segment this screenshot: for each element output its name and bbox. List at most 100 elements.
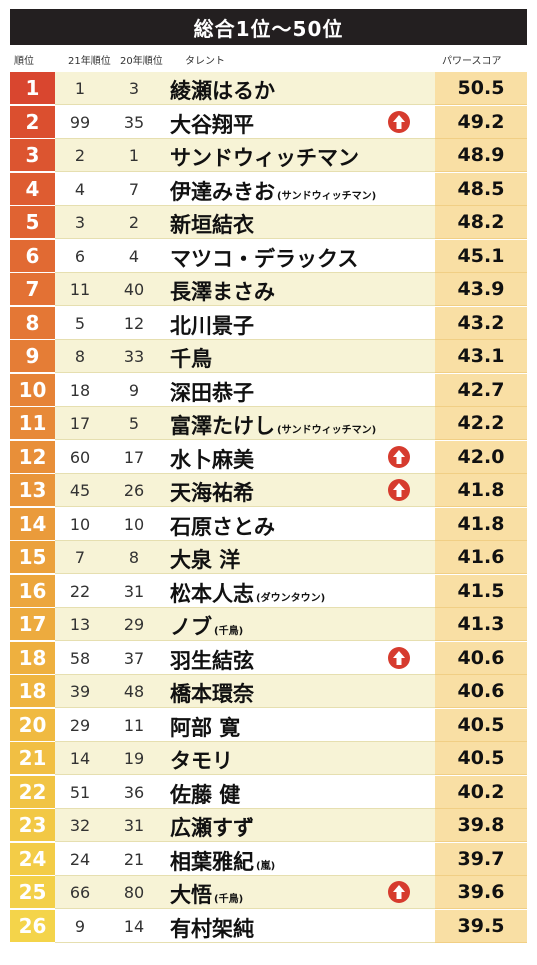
rank-cell: 13 [10,474,55,506]
talent-name-group: 松本人志 (ダウンタウン) [170,578,325,608]
talent-name-group: 大泉 洋 [170,544,240,574]
talent-name: 新垣結衣 [170,213,254,237]
rank-2021: 39 [69,682,91,701]
talent-cell: 58 37 羽生結弦 [55,641,435,675]
header-power-score: パワースコア [442,56,502,67]
talent-name-group: 水卜麻美 [170,444,254,474]
talent-cell: 18 9 深田恭子 [55,373,435,407]
rank-2021: 22 [69,581,91,601]
power-score: 41.8 [435,507,527,541]
power-score: 41.6 [435,541,527,574]
power-score: 39.5 [435,909,527,943]
rank-2021: 3 [74,213,86,232]
power-score: 40.2 [435,775,527,809]
rank-2020: 35 [123,112,145,132]
rank-cell: 15 [10,541,55,573]
talent-name: 広瀬すず [170,816,254,840]
rank-up-arrow-icon [388,881,410,903]
table-row: 5 3 2 新垣結衣 48.2 [10,206,527,239]
rank-cell: 10 [10,373,55,406]
power-score: 49.2 [435,105,527,139]
talent-name-group: ノブ (千鳥) [170,611,243,641]
talent-name: 伊達みきお [170,179,275,204]
table-row: 20 29 11 阿部 寛 40.5 [10,708,527,742]
rank-2020: 7 [128,179,140,199]
talent-name-group: 佐藤 健 [170,779,240,809]
rank-2020: 14 [123,916,145,936]
table-title: 総合1位～50位 [10,9,527,45]
power-score: 42.7 [435,373,527,407]
talent-cell: 4 7 伊達みきお (サンドウィッチマン) [55,172,435,206]
rank-2020: 31 [123,816,145,835]
talent-cell: 13 29 ノブ (千鳥) [55,608,435,641]
talent-name-group: 長澤まさみ [170,276,275,306]
talent-name-group: 伊達みきお (サンドウィッチマン) [170,176,376,206]
table-row: 12 60 17 水卜麻美 42.0 [10,440,527,474]
talent-cell: 9 14 有村架純 [55,909,435,943]
rank-up-arrow-icon [388,646,410,669]
rank-2021: 7 [74,548,86,567]
rank-2020: 3 [128,79,140,98]
rank-2021: 1 [74,79,86,98]
rank-2021: 14 [69,749,91,768]
power-score: 48.9 [435,139,527,172]
talent-cell: 39 48 橋本環奈 [55,675,435,708]
talent-note: (ダウンタウン) [256,592,326,604]
rank-cell: 22 [10,775,55,808]
table-row: 26 9 14 有村架純 39.5 [10,909,527,943]
table-row: 1 1 3 綾瀬はるか 50.5 [10,72,527,105]
talent-name: 相葉雅紀 [170,849,254,874]
talent-name-group: 千鳥 [170,343,212,373]
talent-name: 大谷翔平 [170,112,254,137]
talent-cell: 10 10 石原さとみ [55,507,435,541]
talent-name: 大泉 洋 [170,548,241,572]
talent-name-group: 新垣結衣 [170,209,254,239]
talent-name: 富澤たけし [170,414,275,438]
table-row: 10 18 9 深田恭子 42.7 [10,373,527,407]
rank-2020: 29 [123,615,145,634]
talent-name-group: 石原さとみ [170,511,275,541]
rank-cell: 7 [10,273,55,305]
talent-cell: 6 4 マツコ・デラックス [55,239,435,273]
table-row: 3 2 1 サンドウィッチマン 48.9 [10,139,527,172]
rank-2021: 6 [74,246,86,266]
talent-cell: 1 3 綾瀬はるか [55,72,435,105]
talent-name: 天海祐希 [170,481,254,505]
rank-2021: 9 [74,916,86,936]
table-row: 11 17 5 富澤たけし (サンドウィッチマン) 42.2 [10,407,527,440]
rank-cell: 17 [10,608,55,640]
talent-note: (千鳥) [214,894,244,905]
talent-name: 大悟 [170,883,212,907]
table-row: 9 8 33 千鳥 43.1 [10,340,527,373]
talent-cell: 99 35 大谷翔平 [55,105,435,139]
rank-cell: 23 [10,809,55,841]
rank-cell: 4 [10,172,55,205]
talent-name-group: 阿部 寛 [170,712,240,742]
rank-cell: 3 [10,139,55,171]
talent-name: 綾瀬はるか [170,79,275,103]
rank-2020: 1 [128,146,140,165]
talent-cell: 3 2 新垣結衣 [55,206,435,239]
talent-name: サンドウィッチマン [170,146,359,170]
power-score: 50.5 [435,72,527,105]
rank-cell: 21 [10,742,55,774]
talent-cell: 17 5 富澤たけし (サンドウィッチマン) [55,407,435,440]
rank-2020: 12 [123,313,145,333]
power-score: 39.7 [435,842,527,876]
table-row: 25 66 80 大悟 (千鳥) 39.6 [10,876,527,909]
power-score: 40.5 [435,742,527,775]
rank-2021: 24 [69,849,91,869]
talent-name: マツコ・デラックス [170,246,359,271]
rank-2021: 45 [69,481,91,500]
table-row: 4 4 7 伊達みきお (サンドウィッチマン) 48.5 [10,172,527,206]
rank-2021: 13 [69,615,91,634]
table-row: 22 51 36 佐藤 健 40.2 [10,775,527,809]
rank-cell: 5 [10,206,55,238]
ranking-table: 1 1 3 綾瀬はるか 50.5 2 99 35 大谷翔平 49.2 3 2 1 サンドウィッチマン 48.… [10,72,527,943]
talent-name-group: マツコ・デラックス [170,243,358,273]
rank-up-arrow-icon [388,479,410,501]
talent-name: 長澤まさみ [170,280,275,304]
power-score: 48.2 [435,206,527,239]
talent-note: (サンドウィッチマン) [277,425,377,436]
rank-2020: 5 [128,414,140,433]
